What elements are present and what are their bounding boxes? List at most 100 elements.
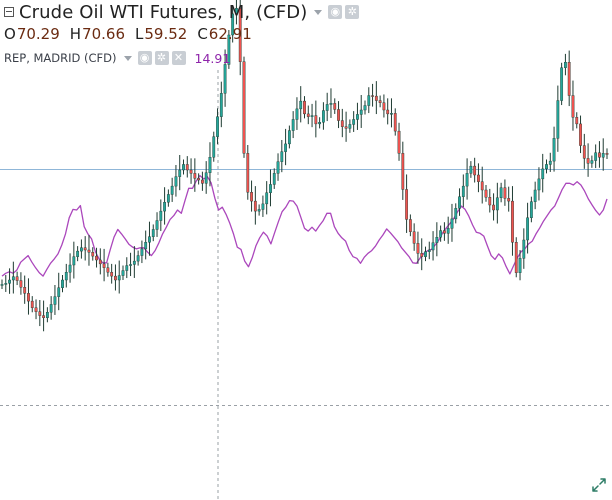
candle-body-down (114, 275, 117, 281)
candle (533, 181, 537, 210)
symbol-title[interactable]: Crude Oil WTI Futures, M, (CFD) (19, 1, 308, 23)
candle-body-up (284, 143, 287, 152)
candle (140, 240, 144, 264)
candle (45, 307, 49, 323)
candle (439, 225, 443, 242)
candle (344, 111, 348, 142)
candle (416, 231, 420, 264)
candle-body-up (533, 189, 537, 202)
candle-body-up (140, 248, 144, 256)
candle-body-up (72, 256, 76, 266)
candle (507, 186, 511, 212)
candle-body-up (287, 130, 291, 145)
candle (427, 241, 431, 260)
settings-icon[interactable]: ✲ (345, 5, 360, 19)
candle-body-up (431, 242, 435, 251)
candle-body-up (545, 164, 548, 170)
candle-body-down (514, 242, 518, 273)
candle (64, 263, 68, 288)
candle (590, 155, 594, 168)
eye-icon[interactable]: ◉ (328, 5, 343, 19)
candle-body-up (427, 249, 431, 252)
candle-body-down (492, 204, 495, 211)
candle-body-up (80, 247, 83, 252)
candle (431, 231, 435, 261)
candle-body-up (261, 203, 265, 210)
candle-body-up (564, 62, 567, 68)
candle (495, 182, 499, 224)
candle (159, 199, 163, 232)
ohlc-low: L59.52 (135, 25, 187, 43)
candle-body-up (129, 264, 132, 266)
candle (155, 212, 159, 237)
candle-body-up (291, 119, 295, 131)
candle (582, 133, 586, 169)
candle-body-up (526, 217, 529, 241)
remove-icon[interactable]: ✕ (171, 51, 186, 65)
candle-body-up (76, 250, 80, 257)
collapse-icon[interactable] (4, 7, 14, 17)
candle (235, 0, 238, 25)
expand-icon[interactable] (592, 478, 606, 492)
candle-body-down (306, 113, 310, 117)
low-value: 59.52 (144, 25, 188, 43)
eye-icon[interactable]: ◉ (137, 51, 152, 65)
candle-body-up (136, 255, 140, 262)
low-label: L (135, 25, 144, 43)
candle (272, 168, 276, 189)
candle-body-down (246, 153, 250, 193)
candle-body-up (4, 283, 8, 285)
candle-body-up (295, 108, 299, 120)
candle (291, 111, 295, 139)
candle-body-up (325, 104, 329, 111)
candle-body-down (344, 126, 348, 129)
candle-body-up (68, 264, 72, 273)
candle (405, 174, 408, 233)
high-label: H (69, 25, 82, 43)
candle-body-down (393, 113, 397, 132)
candle (42, 300, 45, 332)
candle-body-up (125, 265, 129, 271)
candle (246, 145, 250, 200)
candle (348, 119, 352, 133)
candle-body-up (352, 119, 356, 125)
candle (8, 268, 11, 294)
candle-body-down (408, 219, 412, 232)
candle (526, 202, 529, 254)
candle (499, 182, 503, 203)
candle (605, 148, 609, 159)
candle (110, 263, 114, 284)
candle (76, 246, 80, 262)
candle-body-up (159, 210, 163, 221)
compare-symbol[interactable]: REP, MADRID (CFD) (4, 51, 117, 65)
candle (477, 163, 480, 193)
candle-body-up (276, 161, 280, 174)
settings-icon[interactable]: ✲ (154, 51, 169, 65)
candle-body-down (87, 249, 91, 253)
candle-body-down (340, 120, 344, 127)
candle-body-up (458, 196, 461, 209)
candle (352, 111, 356, 132)
candle (117, 260, 121, 294)
candle (83, 236, 87, 261)
candle-body-down (201, 179, 204, 184)
candle-body-down (303, 100, 306, 115)
candle (295, 97, 299, 130)
candle (102, 248, 106, 282)
candle (121, 265, 125, 281)
candle-body-up (590, 160, 594, 164)
candle (68, 253, 72, 283)
candle (408, 214, 412, 237)
candle-body-up (11, 276, 15, 281)
candle-body-up (182, 164, 185, 171)
candle (586, 143, 590, 177)
candle-body-down (250, 192, 253, 202)
candle (257, 204, 261, 216)
candle (95, 247, 98, 268)
candle-body-up (257, 209, 261, 212)
caret-down-icon[interactable] (314, 9, 323, 15)
caret-down-icon[interactable] (123, 55, 132, 61)
candle-body-down (443, 230, 446, 234)
candle (204, 161, 208, 194)
